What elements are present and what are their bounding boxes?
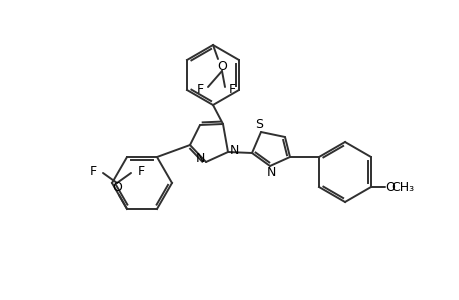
Text: O: O: [112, 182, 122, 194]
Text: O: O: [384, 181, 394, 194]
Text: N: N: [266, 167, 275, 179]
Text: F: F: [89, 166, 96, 178]
Text: N: N: [229, 143, 238, 157]
Text: S: S: [254, 118, 263, 130]
Text: N: N: [195, 152, 204, 164]
Text: CH₃: CH₃: [391, 181, 414, 194]
Text: F: F: [137, 166, 144, 178]
Text: F: F: [196, 82, 203, 95]
Text: O: O: [217, 59, 226, 73]
Text: F: F: [228, 82, 235, 95]
